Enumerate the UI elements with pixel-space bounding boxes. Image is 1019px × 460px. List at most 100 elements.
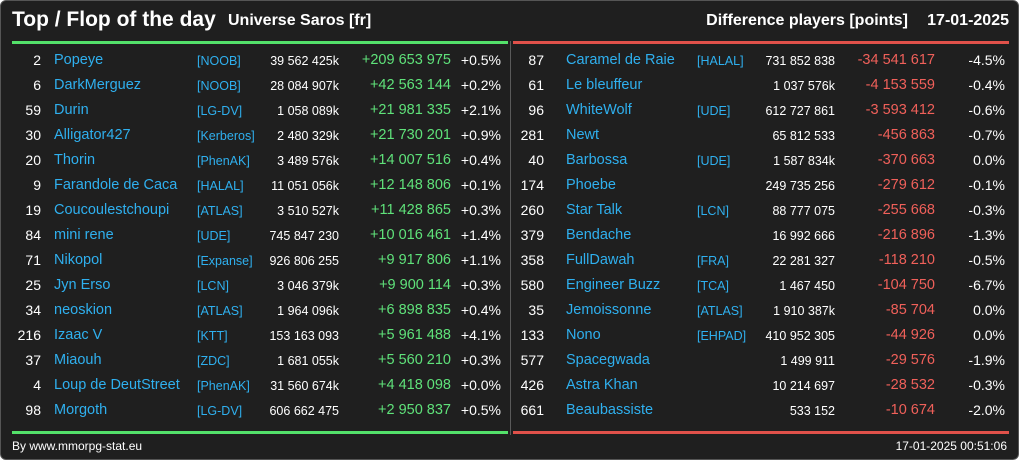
table-row: 35 Jemoissonne [ATLAS] 1 910 387k -85 704 0.0…: [1, 298, 1018, 323]
alliance-tag-link[interactable]: [PhenAK]: [197, 154, 250, 168]
player-rank: 577: [520, 352, 544, 368]
player-score: 11 051 056k: [271, 179, 339, 193]
player-score: 1 467 450: [779, 279, 835, 293]
footer-timestamp: 17-01-2025 00:51:06: [895, 439, 1007, 453]
alliance-tag-link[interactable]: [LG-DV]: [197, 104, 243, 118]
player-name-link[interactable]: Beaubassiste: [566, 402, 654, 418]
player-name-link[interactable]: Loup de DeutStreet: [54, 377, 180, 393]
player-rank: 35: [528, 302, 544, 318]
player-name-link[interactable]: mini rene: [54, 227, 114, 243]
score-difference: -3 593 412: [865, 102, 935, 118]
player-name-link[interactable]: Popeye: [54, 52, 104, 68]
table-row: 34 neoskion [ATLAS] 1 964 096k +6 898 835 +0.…: [1, 298, 510, 323]
score-difference: -29 576: [885, 352, 935, 368]
player-name-link[interactable]: Miaouh: [54, 352, 102, 368]
player-score: 1 964 096k: [277, 304, 339, 318]
player-name-link[interactable]: Izaac V: [54, 327, 103, 343]
score-difference: -118 210: [878, 252, 935, 268]
alliance-tag-link[interactable]: [Expanse]: [197, 254, 253, 268]
alliance-tag-link[interactable]: [HALAL]: [197, 179, 244, 193]
table-row: 25 Jyn Erso [LCN] 3 046 379k +9 900 114 +0.3%: [1, 273, 510, 298]
table-row: 20 Thorin [PhenAK] 3 489 576k +14 007 516 +0.…: [1, 148, 510, 173]
player-name-link[interactable]: DarkMerguez: [54, 77, 142, 93]
player-name-link[interactable]: Farandole de Caca: [54, 177, 178, 193]
player-score: 3 489 576k: [277, 154, 339, 168]
alliance-tag-link[interactable]: [KTT]: [197, 329, 228, 343]
player-name-link[interactable]: Le bleuffeur: [566, 77, 643, 93]
percent-change: 0.0%: [973, 302, 1005, 318]
alliance-tag-link[interactable]: [Kerberos]: [197, 129, 255, 143]
percent-change: -0.1%: [968, 177, 1005, 193]
percent-change: -4.5%: [968, 52, 1005, 68]
score-difference: +209 653 975: [361, 52, 451, 68]
alliance-tag-link[interactable]: [HALAL]: [697, 54, 744, 68]
player-name-link[interactable]: Jemoissonne: [566, 302, 652, 318]
alliance-tag-link[interactable]: [PhenAK]: [197, 379, 250, 393]
player-score: 10 214 697: [772, 379, 835, 393]
alliance-tag-link[interactable]: [NOOB]: [197, 54, 241, 68]
alliance-tag-link[interactable]: [ATLAS]: [197, 204, 243, 218]
player-name-link[interactable]: WhiteWolf: [566, 102, 632, 118]
alliance-tag-link[interactable]: [ATLAS]: [197, 304, 243, 318]
score-difference: -85 704: [885, 302, 935, 318]
player-score: 16 992 666: [772, 229, 835, 243]
alliance-tag-link[interactable]: [LG-DV]: [197, 404, 243, 418]
score-difference: +42 563 144: [369, 77, 451, 93]
score-difference: -255 668: [877, 202, 935, 218]
score-difference: -104 750: [877, 277, 935, 293]
top-rule-lower: [12, 431, 508, 434]
player-score: 3 046 379k: [277, 279, 339, 293]
player-name-link[interactable]: Nikopol: [54, 252, 103, 268]
alliance-tag-link[interactable]: [LCN]: [697, 204, 729, 218]
player-score: 2 480 329k: [277, 129, 339, 143]
alliance-tag-link[interactable]: [UDE]: [697, 154, 731, 168]
player-score: 28 084 907k: [270, 79, 339, 93]
table-row: 379 Bendache 16 992 666 -216 896 -1.3%: [1, 223, 1018, 248]
player-name-link[interactable]: Engineer Buzz: [566, 277, 661, 293]
alliance-tag-link[interactable]: [ZDC]: [197, 354, 230, 368]
page-title: Top / Flop of the day: [12, 8, 216, 31]
alliance-tag-link[interactable]: [UDE]: [197, 229, 231, 243]
percent-change: 0.0%: [973, 152, 1005, 168]
table-row: 358 FullDawah [FRA] 22 281 327 -118 210 -0.5%: [1, 248, 1018, 273]
player-name-link[interactable]: Alligator427: [54, 127, 131, 143]
percent-change: -0.7%: [968, 127, 1005, 143]
alliance-tag-link[interactable]: [EHPAD]: [697, 329, 747, 343]
player-name-link[interactable]: Caramel de Raie: [566, 52, 675, 68]
table-row: 59 Durin [LG-DV] 1 058 089k +21 981 335 +2.1%: [1, 98, 510, 123]
percent-change: +0.3%: [460, 202, 501, 218]
score-difference: -44 926: [885, 327, 935, 343]
player-name-link[interactable]: Star Talk: [566, 202, 623, 218]
alliance-tag-link[interactable]: [FRA]: [697, 254, 729, 268]
alliance-tag-link[interactable]: [TCA]: [697, 279, 729, 293]
player-name-link[interactable]: Barbossa: [566, 152, 628, 168]
player-name-link[interactable]: neoskion: [54, 302, 113, 318]
player-score: 731 852 838: [765, 54, 835, 68]
player-name-link[interactable]: Durin: [54, 102, 89, 118]
alliance-tag-link[interactable]: [NOOB]: [197, 79, 241, 93]
alliance-tag-link[interactable]: [UDE]: [697, 104, 731, 118]
table-row: 37 Miaouh [ZDC] 1 681 055k +5 560 210 +0.3%: [1, 348, 510, 373]
player-name-link[interactable]: Bendache: [566, 227, 632, 243]
player-name-link[interactable]: Nono: [566, 327, 601, 343]
flop-rule-upper: [513, 41, 1009, 44]
player-name-link[interactable]: Jyn Erso: [54, 277, 111, 293]
player-name-link[interactable]: Morgoth: [54, 402, 108, 418]
player-name-link[interactable]: Coucoulestchoupi: [54, 202, 170, 218]
player-name-link[interactable]: Phoebe: [566, 177, 616, 193]
player-name-link[interactable]: Thorin: [54, 152, 96, 168]
table-row: 96 WhiteWolf [UDE] 612 727 861 -3 593 412 -0.…: [1, 98, 1018, 123]
table-row: 577 Spacegwada 1 499 911 -29 576 -1.9%: [1, 348, 1018, 373]
percent-change: +4.1%: [460, 327, 501, 343]
alliance-tag-link[interactable]: [LCN]: [197, 279, 229, 293]
player-name-link[interactable]: Astra Khan: [566, 377, 638, 393]
percent-change: +0.4%: [460, 302, 501, 318]
player-name-link[interactable]: Newt: [566, 127, 600, 143]
score-difference: +9 900 114: [379, 277, 451, 293]
alliance-tag-link[interactable]: [ATLAS]: [697, 304, 743, 318]
table-row: 216 Izaac V [KTT] 153 163 093 +5 961 488 +4.1…: [1, 323, 510, 348]
player-score: 606 662 475: [269, 404, 339, 418]
player-name-link[interactable]: Spacegwada: [566, 352, 650, 368]
player-name-link[interactable]: FullDawah: [566, 252, 635, 268]
